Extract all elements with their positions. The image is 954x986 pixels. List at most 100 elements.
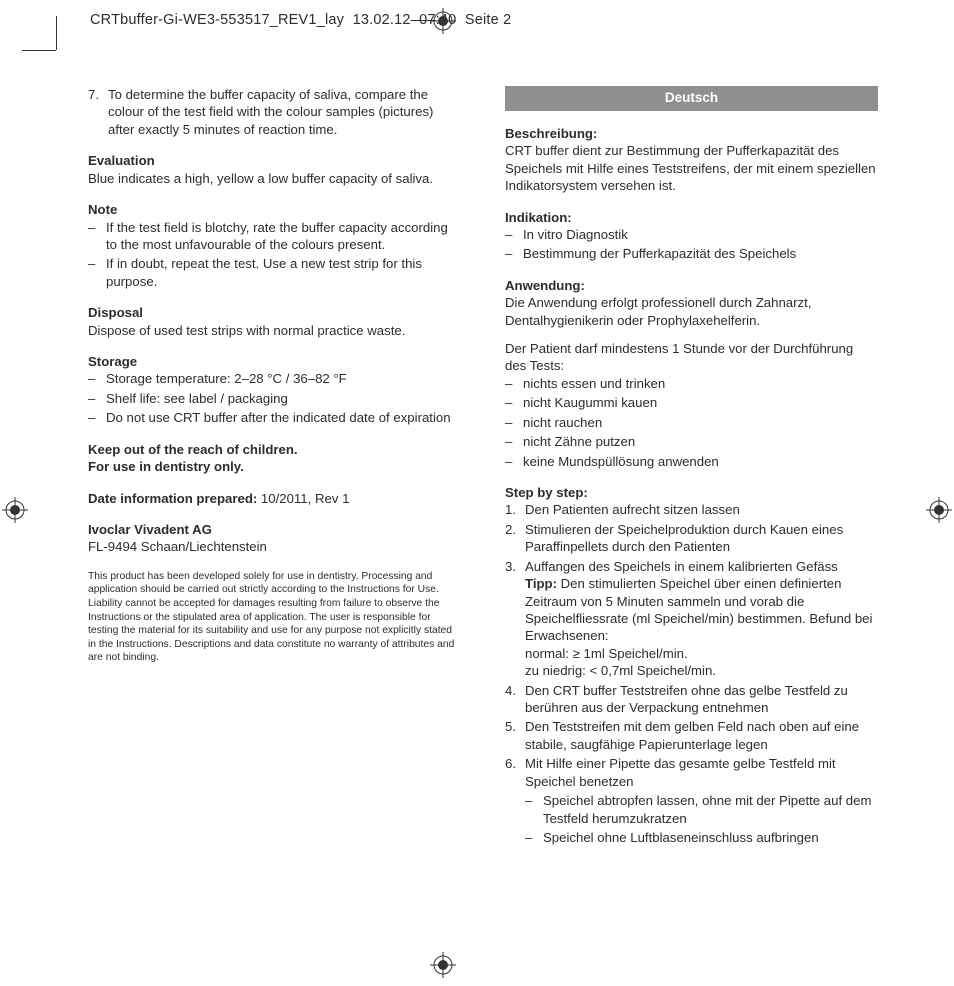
item-text: keine Mundspüllösung anwenden [523,453,878,470]
language-bar-deutsch: Deutsch [505,86,878,111]
dash: – [505,453,523,470]
dash: – [88,219,106,254]
item-text: If in doubt, repeat the test. Use a new … [106,255,461,290]
dash: – [505,226,523,243]
heading-note: Note [88,201,461,218]
slug-file: CRTbuffer-Gi-WE3-553517_REV1_lay [90,12,344,28]
step3-normal: normal: ≥ 1ml Speichel/min. [525,646,688,661]
item-text: nicht Zähne putzen [523,433,878,450]
registration-mark-top [430,8,456,34]
list-item: –nicht Kaugummi kauen [505,394,878,411]
slug-date: 13.02.12 [353,12,411,28]
company-name: Ivoclar Vivadent AG [88,521,461,538]
registration-mark-left [2,497,28,523]
dash: – [88,409,106,426]
column-right: Deutsch Beschreibung: CRT buffer dient z… [505,86,878,860]
item-text: Speichel ohne Luftblaseneinschluss aufbr… [543,829,878,846]
item-text: Den Teststreifen mit dem gelben Feld nac… [525,718,878,753]
list-item: –nicht rauchen [505,414,878,431]
item-number: 2. [505,521,525,556]
text-beschreibung: CRT buffer dient zur Bestimmung der Puff… [505,142,878,194]
list-item: –Do not use CRT buffer after the indicat… [88,409,461,426]
list-item: 1.Den Patienten aufrecht sitzen lassen [505,501,878,518]
registration-mark-bottom [430,952,456,978]
text-keep-out: Keep out of the reach of children. [88,441,461,458]
heading-indikation: Indikation: [505,209,878,226]
list-item: 4.Den CRT buffer Teststreifen ohne das g… [505,682,878,717]
dash: – [88,255,106,290]
list-item: –Storage temperature: 2–28 °C / 36–82 °F [88,370,461,387]
list-item: –If in doubt, repeat the test. Use a new… [88,255,461,290]
label-date-info: Date information prepared: [88,491,257,506]
page: CRTbuffer-Gi-WE3-553517_REV1_lay 13.02.1… [0,0,954,986]
item-number: 4. [505,682,525,717]
item-text: Mit Hilfe einer Pipette das gesamte gelb… [525,755,878,790]
list-item: 3.Auffangen des Speichels in einem kalib… [505,558,878,680]
item-text: Storage temperature: 2–28 °C / 36–82 °F [106,370,461,387]
text-date-info: Date information prepared: 10/2011, Rev … [88,490,461,507]
item-text: Stimulieren der Speichelproduktion durch… [525,521,878,556]
list-item: 7. To determine the buffer capacity of s… [88,86,461,138]
item-number: 6. [505,755,525,790]
step3-line1: Auffangen des Speichels in einem kalibri… [525,559,838,574]
list-item: –In vitro Diagnostik [505,226,878,243]
dash: – [505,414,523,431]
dash: – [88,370,106,387]
dash: – [505,433,523,450]
label-tipp: Tipp: [525,576,557,591]
dash: – [505,394,523,411]
crop-mark-v [56,16,57,50]
item-number: 1. [505,501,525,518]
step3-low: zu niedrig: < 0,7ml Speichel/min. [525,663,716,678]
text-dentistry-only: For use in dentistry only. [88,458,461,475]
text-evaluation: Blue indicates a high, yellow a low buff… [88,170,461,187]
dash: – [505,245,523,262]
registration-mark-right [926,497,952,523]
column-left: 7. To determine the buffer capacity of s… [88,86,461,860]
heading-beschreibung: Beschreibung: [505,125,878,142]
heading-disposal: Disposal [88,304,461,321]
list-item: –Speichel ohne Luftblaseneinschluss aufb… [525,829,878,846]
heading-storage: Storage [88,353,461,370]
list-item: 6.Mit Hilfe einer Pipette das gesamte ge… [505,755,878,790]
dash: – [525,829,543,846]
crop-mark-h [22,50,56,51]
item-number: 5. [505,718,525,753]
list-item: 5.Den Teststreifen mit dem gelben Feld n… [505,718,878,753]
dash: – [525,792,543,827]
list-item: –Shelf life: see label / packaging [88,390,461,407]
item-text: Den Patienten aufrecht sitzen lassen [525,501,878,518]
legal-disclaimer: This product has been developed solely f… [88,570,461,665]
dash: – [505,375,523,392]
item-number: 3. [505,558,525,680]
item-text: If the test field is blotchy, rate the b… [106,219,461,254]
item-number: 7. [88,86,108,138]
list-item: –nichts essen und trinken [505,375,878,392]
list-item: –Speichel abtropfen lassen, ohne mit der… [525,792,878,827]
item-text: Auffangen des Speichels in einem kalibri… [525,558,878,680]
list-item: –keine Mundspüllösung anwenden [505,453,878,470]
item-text: nichts essen und trinken [523,375,878,392]
item-text: Den CRT buffer Teststreifen ohne das gel… [525,682,878,717]
heading-step-by-step: Step by step: [505,484,878,501]
list-item: –Bestimmung der Pufferkapazität des Spei… [505,245,878,262]
list-item: –nicht Zähne putzen [505,433,878,450]
item-text: nicht Kaugummi kauen [523,394,878,411]
list-item: 2.Stimulieren der Speichelproduktion dur… [505,521,878,556]
value-date-info: 10/2011, Rev 1 [257,491,349,506]
item-text: Shelf life: see label / packaging [106,390,461,407]
heading-anwendung: Anwendung: [505,277,878,294]
item-text: Speichel abtropfen lassen, ohne mit der … [543,792,878,827]
item-text: nicht rauchen [523,414,878,431]
heading-evaluation: Evaluation [88,152,461,169]
list-item: –If the test field is blotchy, rate the … [88,219,461,254]
text-anwendung: Die Anwendung erfolgt professionell durc… [505,294,878,329]
slug-page: Seite 2 [465,12,512,28]
item-text: Do not use CRT buffer after the indicate… [106,409,461,426]
company-address: FL-9494 Schaan/Liechtenstein [88,538,461,555]
dash: – [88,390,106,407]
item-text: In vitro Diagnostik [523,226,878,243]
text-patient-restrictions: Der Patient darf mindestens 1 Stunde vor… [505,340,878,375]
item-text: Bestimmung der Pufferkapazität des Speic… [523,245,878,262]
step3-tipp-text: Den stimulierten Speichel über einen def… [525,576,872,643]
